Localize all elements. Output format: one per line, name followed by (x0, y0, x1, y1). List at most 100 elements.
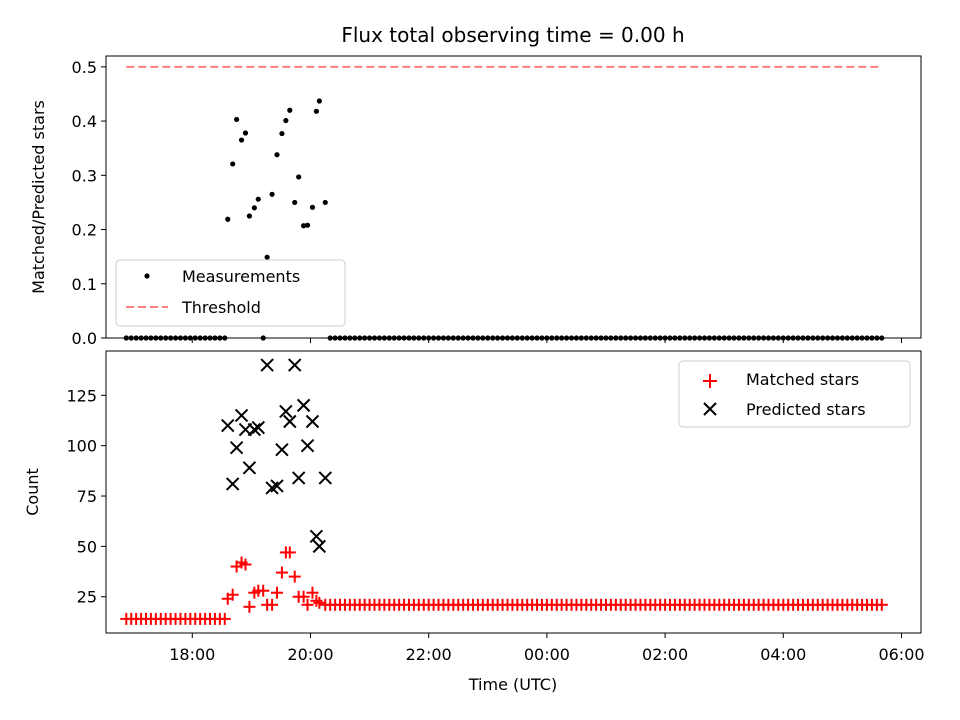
measurement-point (296, 174, 302, 180)
top-ytick-label: 0.4 (72, 112, 97, 131)
measurement-point (230, 161, 236, 167)
xtick-label: 20:00 (287, 645, 333, 664)
legend-predicted-marker (703, 402, 717, 416)
predicted-star-point (270, 479, 284, 493)
measurement-point (279, 130, 285, 137)
measurement-point (238, 137, 245, 143)
predicted-star-point (300, 438, 315, 453)
bottom-ytick-label: 100 (66, 437, 97, 456)
bottom-matched-layer (120, 546, 888, 625)
measurement-point (292, 199, 298, 206)
bottom-ytick-label: 75 (77, 487, 97, 506)
matched-star-point (297, 590, 310, 603)
matched-star-point (270, 586, 283, 599)
bottom-axes-frame (105, 350, 922, 634)
top-ytick-label: 0.1 (72, 275, 97, 294)
measurement-point (283, 117, 289, 124)
predicted-star-point (283, 414, 297, 429)
matched-star-point (301, 598, 314, 611)
bottom-predicted-layer (221, 358, 332, 554)
measurement-point (304, 222, 311, 228)
predicted-star-point (309, 529, 324, 544)
matched-star-point (288, 570, 301, 583)
top-legend: Measurements Threshold (115, 259, 346, 327)
predicted-star-point (225, 477, 240, 491)
predicted-star-point (260, 358, 274, 372)
predicted-star-point (279, 404, 293, 419)
matched-star-point (257, 584, 270, 597)
predicted-star-point (288, 358, 302, 372)
predicted-star-point (291, 471, 306, 485)
matched-star-point (313, 596, 326, 609)
bottom-legend: Matched stars Predicted stars (678, 360, 911, 428)
measurement-point (246, 213, 253, 219)
bottom-ytick-label: 125 (66, 386, 97, 405)
measurement-point (269, 191, 275, 197)
measurement-point (234, 116, 240, 123)
bottom-yticks: 25 50 75 100 125 (66, 386, 106, 607)
matched-star-point (266, 598, 279, 611)
matched-star-point (283, 546, 296, 559)
top-xticks (191, 338, 902, 343)
predicted-star-point (242, 461, 257, 475)
matched-star-point (218, 612, 231, 625)
legend-matched-marker (703, 374, 717, 388)
predicted-star-point (305, 414, 320, 429)
xtick-label: 06:00 (878, 645, 924, 664)
top-ytick-label: 0.3 (72, 166, 97, 185)
xtick-label: 04:00 (760, 645, 806, 664)
predicted-star-point (247, 422, 262, 437)
chart-title: Flux total observing time = 0.00 h (341, 23, 684, 47)
x-axis-label: Time (UTC) (468, 675, 557, 694)
legend-matched-label: Matched stars (746, 370, 859, 389)
measurement-point (264, 254, 270, 260)
bottom-ytick-label: 25 (77, 588, 97, 607)
predicted-star-point (221, 418, 235, 433)
measurement-point (242, 130, 249, 136)
top-ytick-label: 0.0 (72, 329, 97, 348)
measurement-point (300, 223, 307, 229)
top-axes-frame (105, 55, 922, 339)
top-ytick-label: 0.2 (72, 221, 97, 240)
predicted-star-point (275, 442, 289, 457)
matched-star-point (875, 598, 888, 611)
predicted-star-point (312, 539, 327, 554)
top-panel: 0.0 0.1 0.2 0.3 0.4 0.5 Matched/Predicted sta… (29, 55, 922, 348)
measurement-point (251, 205, 257, 211)
predicted-star-point (318, 471, 332, 485)
matched-star-point (310, 594, 323, 607)
predicted-star-point (251, 420, 265, 435)
measurement-point (322, 199, 328, 206)
xtick-label: 18:00 (169, 645, 215, 664)
legend-predicted-label: Predicted stars (746, 400, 866, 419)
matched-star-point (239, 558, 252, 571)
matched-star-point (306, 586, 319, 599)
predicted-star-point (234, 408, 249, 423)
top-ytick-label: 0.5 (72, 58, 97, 77)
measurement-point (274, 152, 280, 158)
bottom-y-axis-label: Count (23, 468, 42, 516)
measurement-point (316, 98, 322, 104)
xtick-label: 22:00 (406, 645, 452, 664)
xtick-label: 02:00 (642, 645, 688, 664)
legend-threshold-label: Threshold (181, 298, 261, 317)
predicted-star-point (296, 398, 311, 413)
xtick-label: 00:00 (524, 645, 570, 664)
matched-star-point (243, 600, 256, 613)
bottom-xticks: 18:00 20:00 22:00 00:00 02:00 04:00 06:00 (169, 633, 925, 664)
top-yticks: 0.0 0.1 0.2 0.3 0.4 0.5 (72, 58, 106, 348)
measurement-point (255, 196, 261, 202)
matched-star-point (275, 566, 288, 579)
predicted-star-point (229, 440, 244, 455)
measurement-point (287, 107, 293, 113)
top-y-axis-label: Matched/Predicted stars (29, 100, 48, 294)
measurement-point (309, 204, 316, 210)
measurement-point (313, 108, 319, 114)
legend-measurements-marker (144, 273, 150, 279)
measurement-point (225, 216, 231, 222)
bottom-panel: 25 50 75 100 125 18:00 20:00 22:00 00:00 02:00 04… (23, 350, 925, 694)
legend-measurements-label: Measurements (182, 267, 300, 286)
bottom-ytick-label: 50 (77, 537, 97, 556)
matched-star-point (226, 588, 239, 601)
